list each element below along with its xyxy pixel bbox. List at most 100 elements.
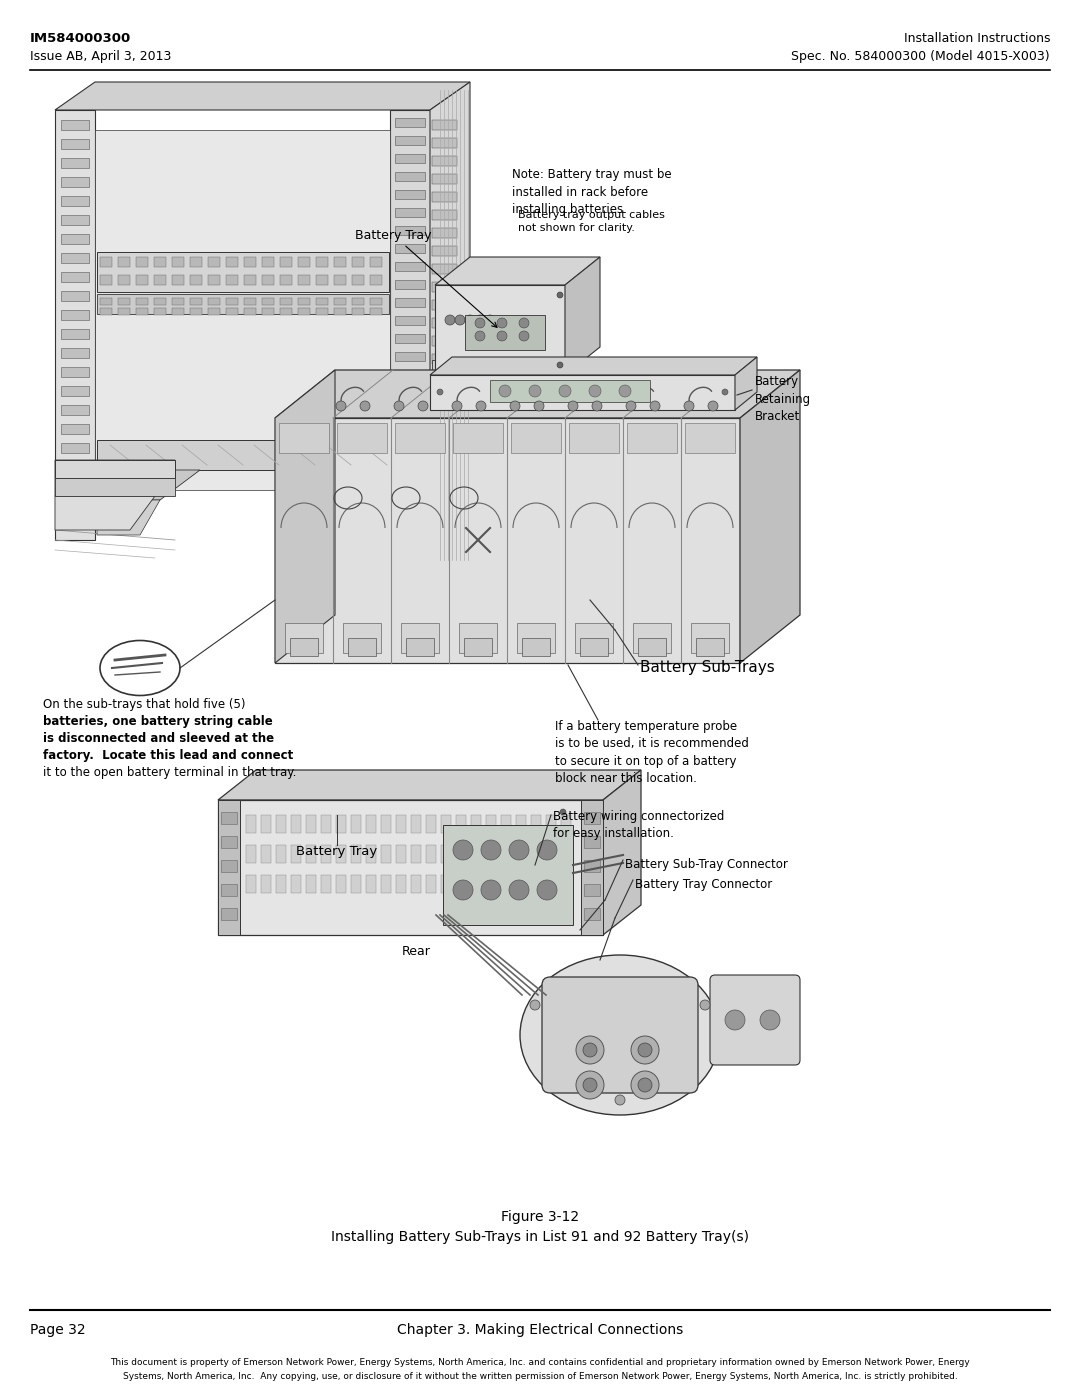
Bar [370,298,382,305]
Bar [395,514,426,522]
Bar [471,875,481,893]
Bar [396,845,406,863]
Bar [406,638,434,657]
Circle shape [418,401,428,411]
Bar [190,307,202,314]
Bar [501,814,511,833]
Polygon shape [55,82,470,110]
Bar [172,307,184,314]
Bar [218,800,603,935]
Bar [208,307,220,314]
Text: Note: Battery tray must be
installed in rack before
installing batteries.: Note: Battery tray must be installed in … [512,168,672,217]
Bar [60,481,89,490]
Bar [261,845,271,863]
Bar [390,110,432,560]
Circle shape [537,880,557,900]
Bar [441,875,451,893]
Bar [221,884,237,895]
Bar [334,298,346,305]
Bar [244,257,256,267]
Bar [561,845,571,863]
Bar [337,423,387,453]
Bar [516,814,526,833]
Polygon shape [55,460,175,496]
Bar [432,497,457,509]
Bar [321,814,330,833]
Bar [395,496,426,504]
Bar [471,845,481,863]
Bar [351,845,361,863]
Bar [190,298,202,305]
Bar [118,257,130,267]
Bar [154,257,166,267]
Bar [262,257,274,267]
Bar [432,319,457,328]
Bar [561,814,571,833]
Ellipse shape [519,956,720,1115]
Bar [55,478,175,496]
Bar [321,875,330,893]
Text: Battery tray output cables
not shown for clarity.: Battery tray output cables not shown for… [518,210,665,233]
Circle shape [638,1044,652,1058]
Bar [291,638,318,657]
FancyBboxPatch shape [710,975,800,1065]
Bar [261,814,271,833]
Polygon shape [55,496,156,529]
Bar [366,875,376,893]
Bar [511,423,561,453]
Text: Installation Instructions: Installation Instructions [904,32,1050,45]
Bar [430,374,735,409]
Bar [395,316,426,326]
Circle shape [708,401,718,411]
Bar [401,623,438,652]
Bar [395,478,426,488]
Bar [531,814,541,833]
Text: Issue AB, April 3, 2013: Issue AB, April 3, 2013 [30,50,172,63]
Circle shape [723,388,728,395]
Bar [136,298,148,305]
Bar [395,226,426,235]
Circle shape [519,331,529,341]
Bar [627,423,677,453]
Bar [441,814,451,833]
Circle shape [336,401,346,411]
Bar [60,177,89,187]
Circle shape [497,331,507,341]
Bar [584,884,600,895]
Bar [276,875,286,893]
Text: Battery Tray: Battery Tray [355,229,497,327]
Bar [396,814,406,833]
Bar [395,388,426,397]
Bar [370,275,382,285]
Bar [291,845,301,863]
Bar [262,307,274,314]
Bar [546,845,556,863]
Bar [432,515,457,527]
Bar [334,275,346,285]
Bar [276,845,286,863]
Bar [316,257,328,267]
Bar [118,275,130,285]
Ellipse shape [100,640,180,696]
Bar [60,386,89,395]
Bar [60,500,89,510]
Bar [136,307,148,314]
Bar [501,845,511,863]
Bar [55,460,175,478]
Bar [516,875,526,893]
Circle shape [557,292,563,298]
Circle shape [631,1037,659,1065]
Polygon shape [430,82,470,560]
Bar [221,812,237,824]
Bar [411,845,421,863]
Bar [395,190,426,198]
Circle shape [475,314,485,326]
Bar [366,814,376,833]
Text: Battery Tray: Battery Tray [296,845,378,859]
Bar [432,444,457,454]
Bar [395,117,426,127]
Circle shape [700,1000,710,1010]
Bar [395,298,426,307]
Bar [426,814,436,833]
Circle shape [576,1037,604,1065]
